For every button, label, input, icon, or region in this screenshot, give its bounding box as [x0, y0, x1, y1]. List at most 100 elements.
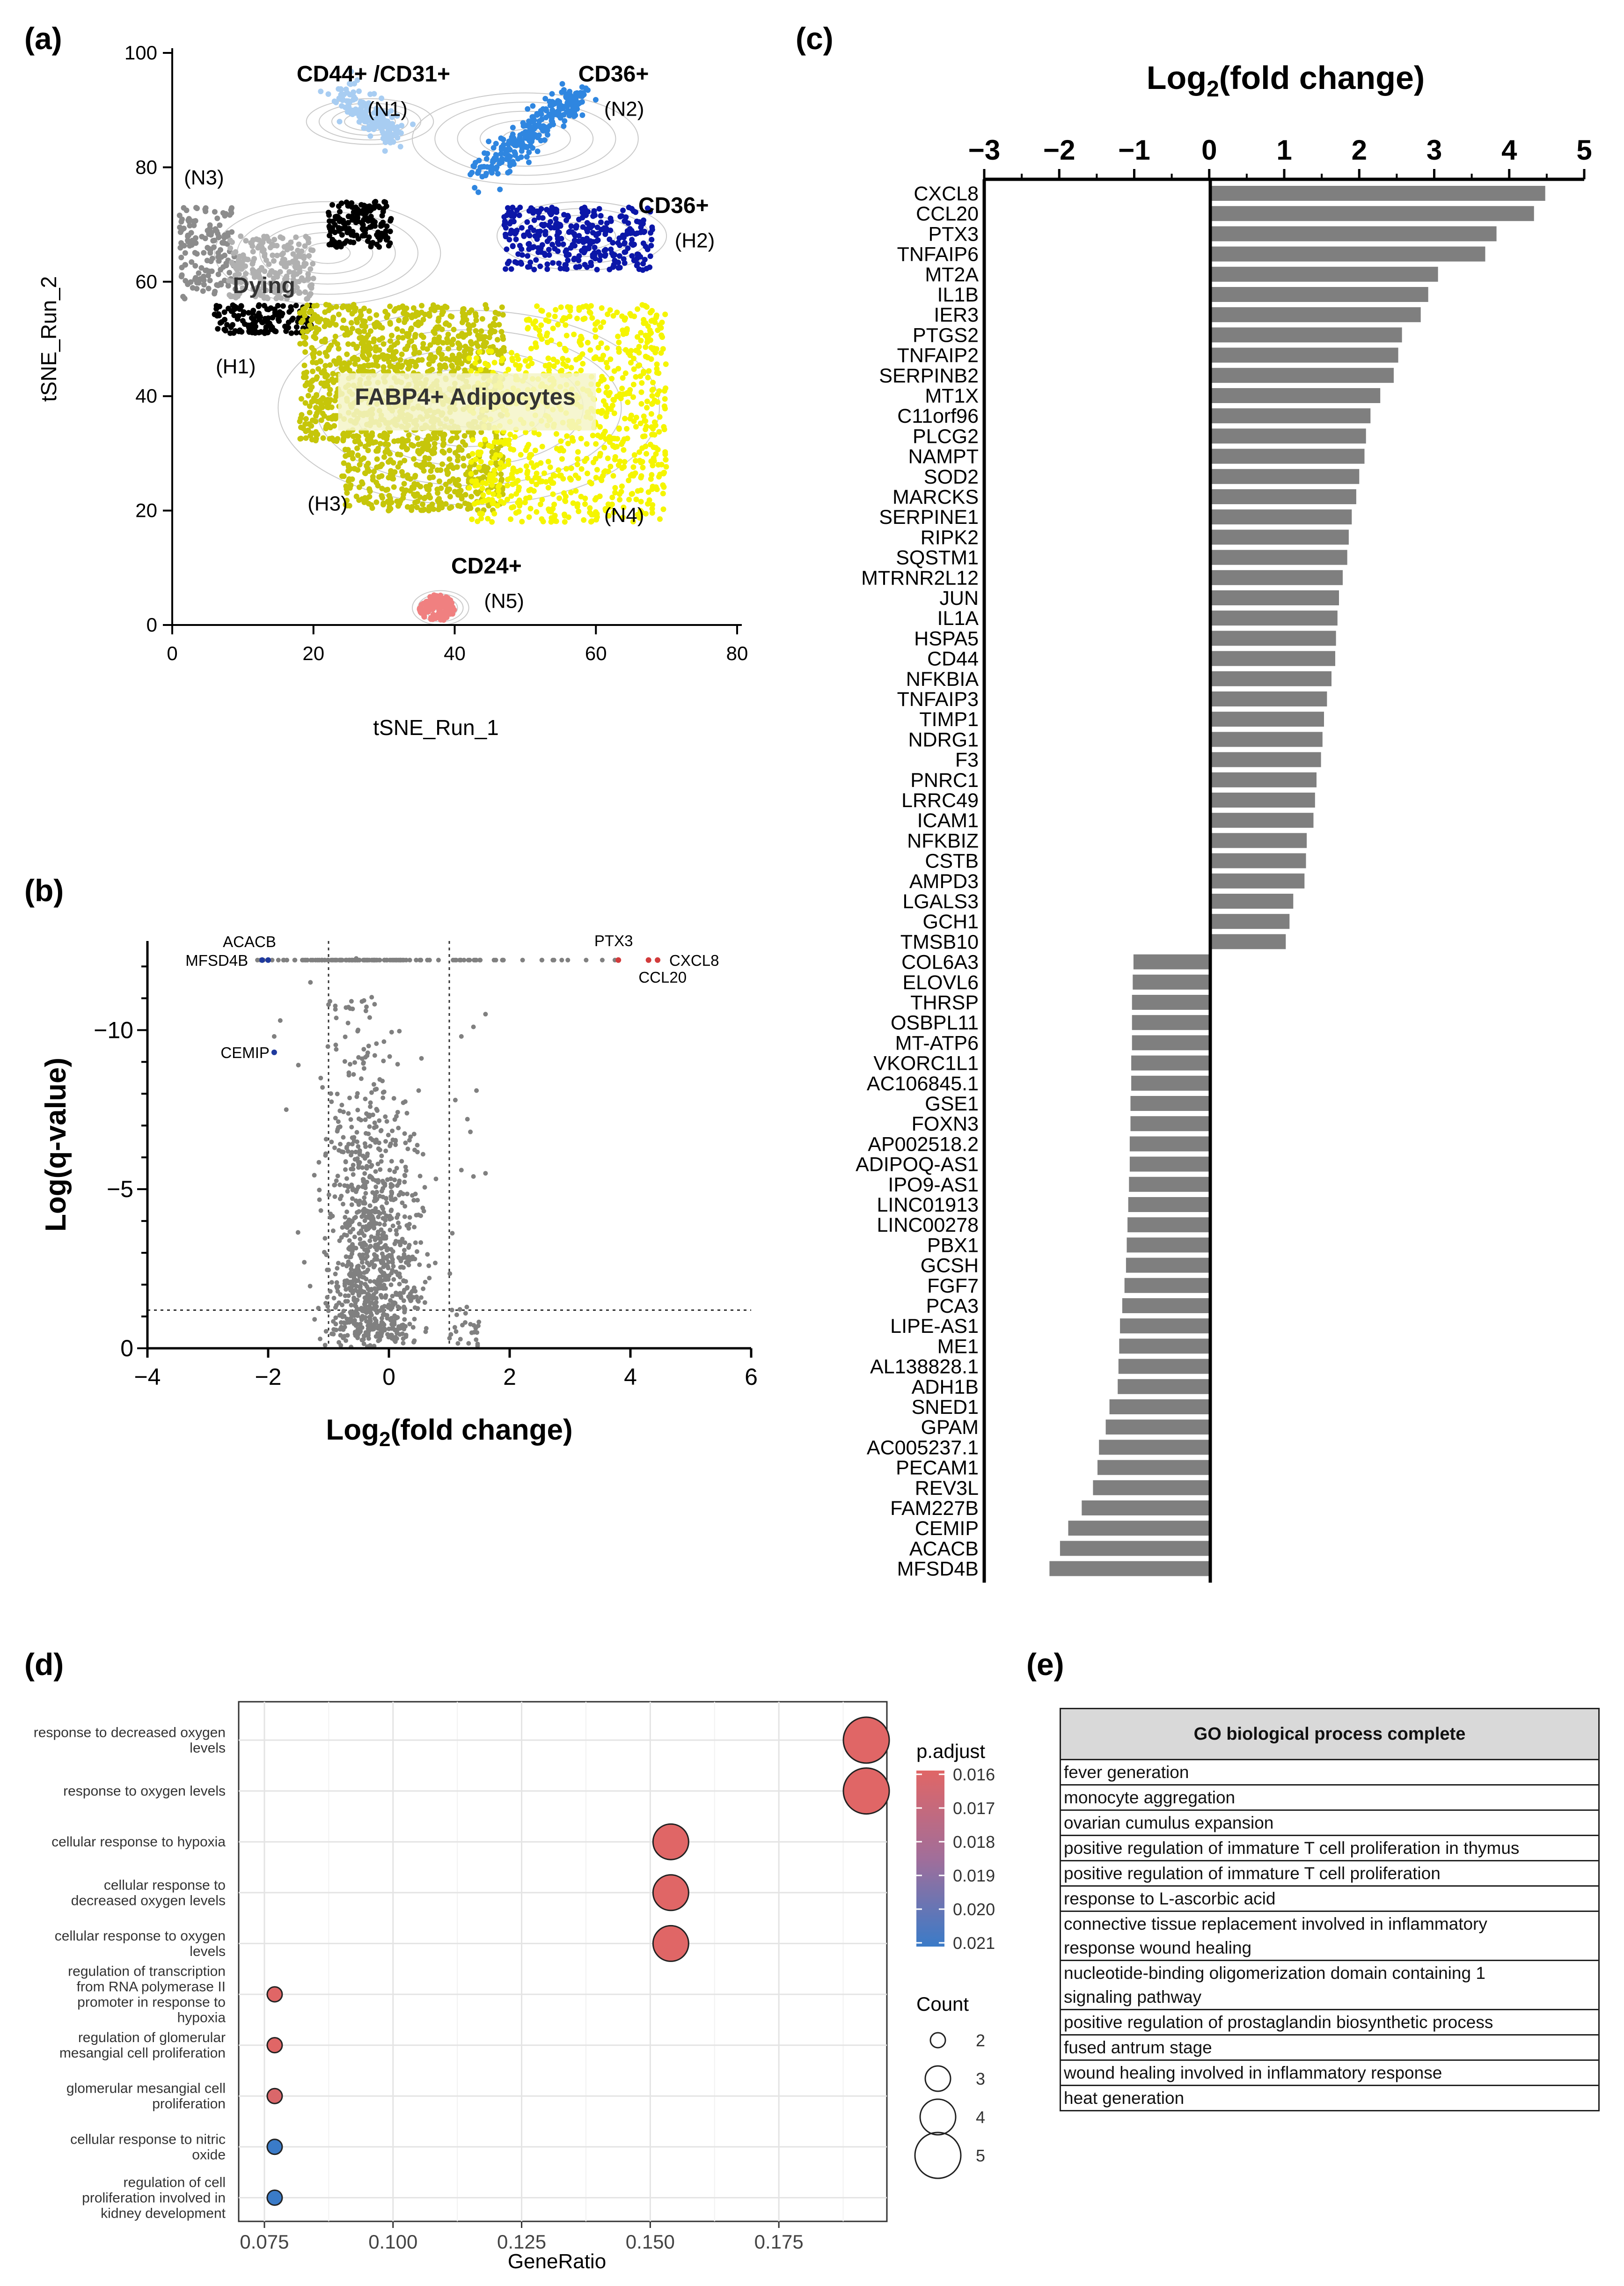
gene-point — [390, 1183, 395, 1188]
gene-point — [413, 1240, 418, 1245]
cluster-point — [630, 230, 636, 236]
cluster-n2 — [468, 81, 599, 195]
cluster-point — [480, 492, 486, 498]
cluster-point — [333, 304, 339, 310]
x-tick-label: 80 — [726, 642, 748, 664]
gene-point — [387, 1054, 392, 1059]
cluster-point — [516, 509, 522, 515]
gene-point — [312, 1173, 317, 1178]
gene-point — [344, 1209, 350, 1214]
cluster-point — [538, 308, 544, 314]
cluster-point — [243, 256, 249, 262]
gene-point — [421, 1286, 426, 1291]
cluster-point — [647, 337, 653, 343]
cluster-point — [363, 323, 368, 330]
gene-point — [369, 1259, 374, 1264]
cluster-point — [641, 413, 647, 419]
cluster-point — [497, 452, 503, 458]
cluster-point — [571, 237, 578, 243]
cluster-point — [446, 456, 453, 462]
cluster-point — [293, 302, 299, 309]
cluster-point — [569, 435, 575, 441]
gene-point — [350, 957, 355, 963]
cluster-point — [468, 307, 475, 313]
cluster-point — [574, 462, 580, 467]
cluster-point — [525, 106, 531, 112]
cluster-point — [395, 438, 402, 444]
cluster-point — [419, 302, 424, 309]
cluster-point — [322, 363, 329, 369]
cluster-point — [662, 396, 668, 402]
gene-point — [389, 1029, 394, 1035]
cluster-point — [329, 376, 335, 382]
cluster-point — [633, 424, 639, 430]
cluster-point — [649, 472, 655, 478]
cluster-point — [380, 122, 387, 128]
cluster-point — [366, 486, 373, 492]
cluster-point — [562, 345, 568, 352]
cluster-point — [446, 448, 453, 454]
cluster-point — [260, 240, 266, 245]
cluster-point — [590, 459, 596, 465]
gene-point — [362, 1199, 367, 1205]
cluster-point — [361, 346, 366, 352]
gene-point — [336, 1261, 341, 1266]
cluster-point — [615, 345, 622, 352]
gene-point — [326, 1308, 331, 1313]
gene-point — [377, 1194, 382, 1199]
cluster-point — [380, 129, 386, 135]
cluster-point — [539, 443, 545, 449]
gene-point — [383, 1139, 388, 1144]
cluster-point — [473, 317, 479, 323]
gene-point — [374, 1041, 379, 1046]
cluster-point — [466, 326, 472, 332]
cluster-point — [339, 304, 345, 310]
cluster-point — [534, 470, 540, 477]
cluster-point — [441, 441, 446, 447]
cluster-point — [399, 328, 405, 334]
gene-point — [318, 1208, 323, 1213]
gene-point — [325, 1044, 330, 1049]
cluster-point — [612, 490, 618, 496]
gene-point — [351, 1162, 356, 1168]
gene-point — [421, 1209, 426, 1213]
cluster-point — [580, 316, 586, 322]
gene-point — [378, 1167, 383, 1172]
gene-points — [255, 956, 621, 1350]
cluster-point — [527, 506, 534, 512]
cluster-point — [561, 123, 567, 129]
cluster-point — [594, 319, 600, 325]
cluster-point — [648, 476, 654, 482]
gene-point — [354, 1210, 359, 1215]
cluster-point — [538, 111, 544, 117]
cluster-point — [259, 265, 264, 271]
cluster-point — [246, 325, 252, 331]
cluster-point — [461, 316, 467, 322]
cluster-point — [645, 501, 651, 507]
cluster-point — [180, 294, 186, 300]
gene-point — [418, 957, 424, 963]
gene-point — [403, 1279, 408, 1284]
cluster-point — [630, 208, 636, 214]
cluster-point — [399, 469, 405, 475]
cluster-point — [526, 159, 532, 165]
cluster-point — [468, 347, 474, 353]
cluster-point — [611, 509, 617, 515]
cluster-point — [555, 98, 561, 104]
gene-point — [366, 1212, 372, 1217]
cluster-point — [379, 213, 385, 219]
cluster-point — [336, 241, 342, 247]
cluster-point — [365, 466, 371, 472]
cluster-point — [420, 341, 426, 347]
cluster-point — [307, 309, 313, 316]
gene-point — [323, 1151, 328, 1156]
cluster-point — [336, 228, 342, 234]
cluster-point — [644, 451, 650, 457]
cluster-point — [358, 208, 364, 214]
cluster-point — [310, 261, 316, 267]
cluster-point — [537, 501, 543, 507]
cluster-point — [510, 481, 516, 487]
cluster-point — [271, 275, 277, 281]
cluster-point — [401, 492, 407, 498]
cluster-point — [630, 242, 636, 248]
